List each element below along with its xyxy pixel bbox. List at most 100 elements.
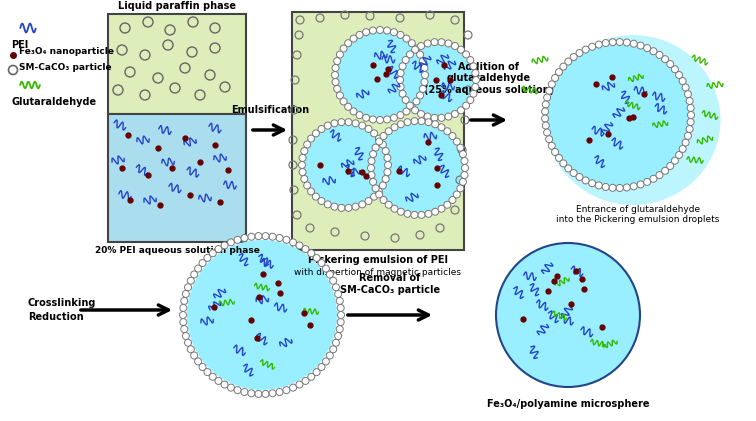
Circle shape [424, 40, 431, 47]
Circle shape [308, 188, 314, 195]
Circle shape [407, 51, 414, 58]
Circle shape [643, 179, 651, 185]
Circle shape [221, 242, 228, 249]
Circle shape [199, 363, 206, 370]
Circle shape [340, 98, 347, 105]
Circle shape [460, 179, 466, 185]
Circle shape [656, 172, 663, 179]
Circle shape [302, 245, 309, 253]
Circle shape [687, 104, 694, 112]
Circle shape [438, 205, 445, 212]
Circle shape [327, 352, 333, 359]
Circle shape [184, 284, 191, 291]
Circle shape [556, 155, 562, 161]
Circle shape [234, 386, 241, 394]
Circle shape [457, 144, 464, 151]
Circle shape [276, 389, 283, 395]
Circle shape [331, 203, 338, 210]
Circle shape [676, 72, 683, 78]
Text: 20% PEI aqueous solution phase: 20% PEI aqueous solution phase [94, 246, 259, 255]
Circle shape [391, 205, 398, 212]
Circle shape [417, 111, 425, 117]
Circle shape [312, 193, 319, 200]
Bar [292, 12, 464, 250]
Circle shape [380, 141, 386, 148]
Circle shape [454, 191, 460, 198]
Circle shape [356, 32, 363, 38]
Circle shape [631, 183, 637, 190]
Circle shape [385, 162, 392, 168]
Ellipse shape [546, 35, 720, 205]
Circle shape [384, 155, 391, 161]
Circle shape [546, 87, 553, 94]
Circle shape [318, 125, 325, 133]
Circle shape [299, 155, 306, 161]
Circle shape [544, 129, 550, 136]
Circle shape [248, 390, 255, 397]
Circle shape [359, 201, 366, 208]
Text: Glutaraldehyde: Glutaraldehyde [11, 97, 96, 107]
Circle shape [336, 51, 343, 58]
Circle shape [425, 119, 432, 126]
Circle shape [582, 177, 589, 184]
Circle shape [643, 45, 651, 52]
Circle shape [616, 184, 623, 192]
Circle shape [432, 208, 438, 215]
Circle shape [420, 58, 426, 64]
Circle shape [397, 112, 404, 119]
Circle shape [318, 259, 325, 266]
Circle shape [345, 119, 352, 125]
Circle shape [384, 168, 391, 176]
Text: Removal of
SM-CaCO₃ particle: Removal of SM-CaCO₃ particle [340, 273, 440, 295]
Circle shape [444, 201, 451, 208]
Circle shape [308, 135, 314, 142]
Circle shape [301, 147, 308, 155]
Circle shape [570, 170, 577, 176]
Circle shape [228, 239, 234, 246]
Circle shape [548, 142, 556, 149]
Circle shape [336, 92, 343, 99]
Circle shape [335, 290, 342, 298]
Circle shape [552, 149, 559, 155]
Circle shape [318, 363, 325, 370]
Circle shape [304, 141, 311, 148]
Circle shape [445, 113, 452, 120]
Circle shape [425, 210, 432, 217]
Circle shape [324, 122, 331, 129]
Circle shape [194, 358, 202, 365]
Circle shape [269, 390, 276, 397]
Circle shape [338, 204, 345, 211]
Circle shape [383, 176, 389, 182]
Circle shape [403, 108, 410, 115]
Circle shape [262, 390, 269, 397]
Circle shape [399, 63, 406, 70]
Circle shape [671, 66, 678, 73]
Text: Fe₃O₄ nanoparticle: Fe₃O₄ nanoparticle [19, 48, 114, 56]
Circle shape [565, 58, 572, 65]
Circle shape [337, 319, 344, 325]
Circle shape [187, 346, 194, 353]
Circle shape [560, 160, 567, 167]
Circle shape [350, 35, 357, 42]
Circle shape [276, 234, 283, 242]
Circle shape [390, 114, 398, 121]
Circle shape [449, 197, 456, 203]
Circle shape [472, 77, 479, 83]
Circle shape [402, 56, 409, 64]
Circle shape [438, 124, 445, 131]
Circle shape [398, 208, 404, 215]
Circle shape [682, 139, 689, 146]
Circle shape [376, 191, 383, 198]
Circle shape [333, 284, 339, 291]
Circle shape [365, 125, 372, 133]
Circle shape [687, 119, 694, 125]
Circle shape [386, 201, 392, 208]
Text: Pickering emulsion of PEI: Pickering emulsion of PEI [308, 255, 448, 265]
Circle shape [411, 117, 418, 125]
Circle shape [370, 193, 378, 200]
Circle shape [470, 63, 477, 70]
Circle shape [686, 125, 693, 133]
Circle shape [399, 90, 406, 97]
Circle shape [255, 390, 262, 397]
Circle shape [330, 346, 336, 353]
